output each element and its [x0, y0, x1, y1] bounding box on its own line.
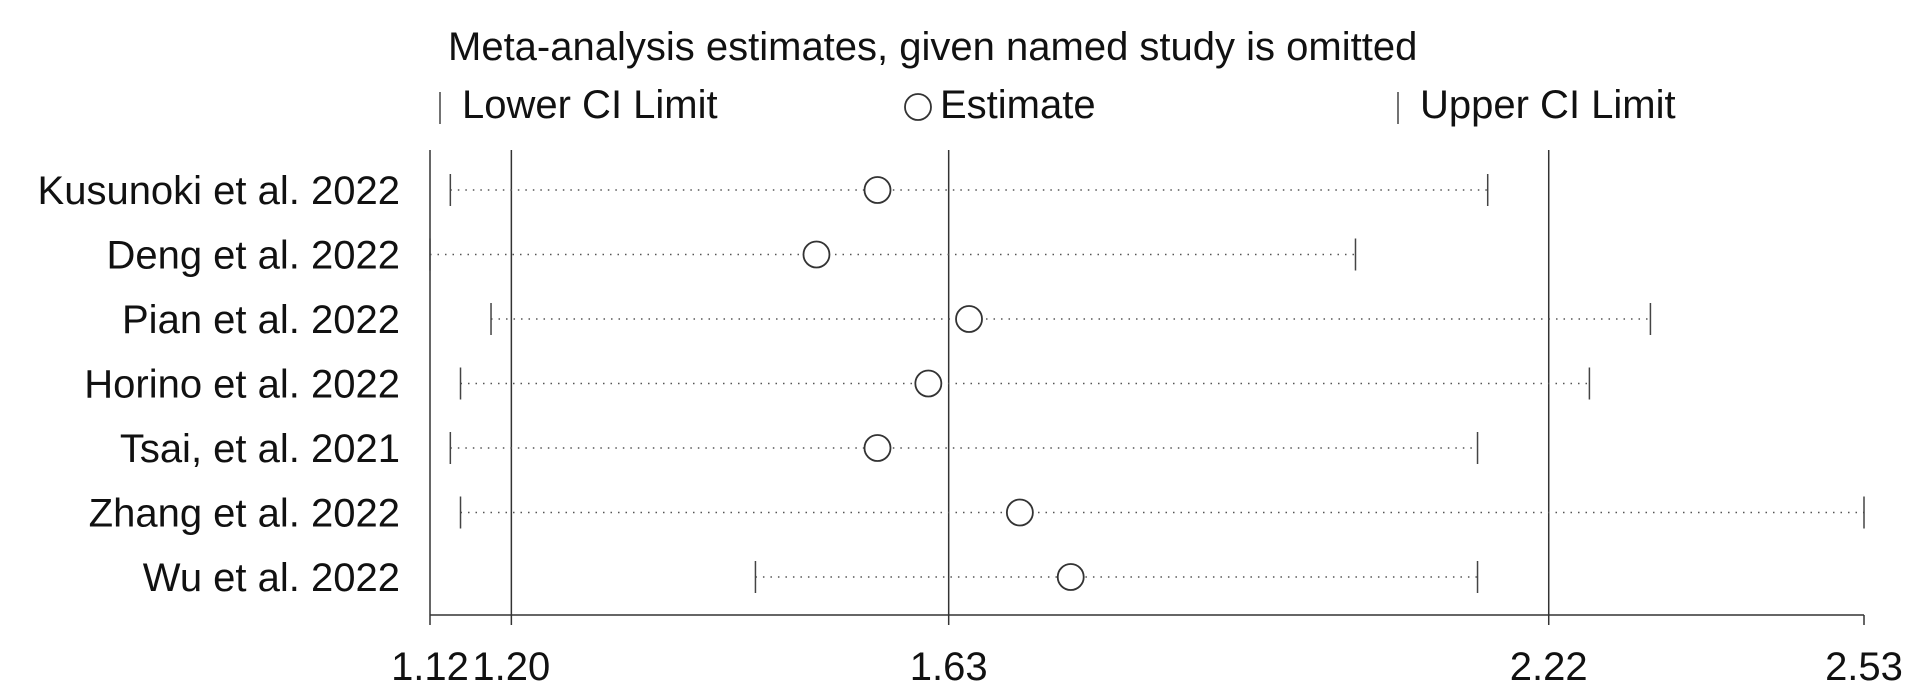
study-label: Deng et al. 2022 [106, 234, 400, 278]
x-tick-label: 2.53 [1825, 645, 1903, 682]
plot-area: 1.12 1.20 1.63 2.22 2.53 Kusunoki et al. 2022… [38, 150, 1903, 682]
study-label: Pian et al. 2022 [122, 298, 400, 342]
estimate-marker [863, 434, 892, 462]
legend-estimate-marker [904, 93, 932, 121]
x-tick-label: 2.22 [1510, 645, 1588, 682]
estimate-marker [802, 240, 831, 269]
estimate-marker [1005, 498, 1034, 527]
legend-upper-label: Upper CI Limit [1420, 83, 1676, 127]
estimate-marker [1056, 563, 1085, 591]
legend-estimate-label: Estimate [940, 83, 1096, 127]
study-label: Kusunoki et al. 2022 [38, 169, 400, 213]
study-label: Tsai, et al. 2021 [120, 427, 400, 471]
legend: Lower CI Limit Estimate Upper CI Limit [439, 83, 1676, 127]
study-label: Wu et al. 2022 [143, 556, 400, 600]
estimate-marker [863, 176, 892, 204]
study-label: Horino et al. 2022 [84, 363, 400, 407]
chart-title: Meta-analysis estimates, given named stu… [448, 25, 1417, 69]
study-label: Zhang et al. 2022 [89, 492, 400, 536]
estimate-marker [914, 369, 943, 398]
x-tick-label: 1.12 [391, 645, 469, 682]
estimate-marker [955, 305, 983, 333]
x-tick-label: 1.20 [472, 645, 550, 682]
x-tick-label: 1.63 [910, 645, 988, 682]
legend-lower-label: Lower CI Limit [462, 83, 718, 127]
